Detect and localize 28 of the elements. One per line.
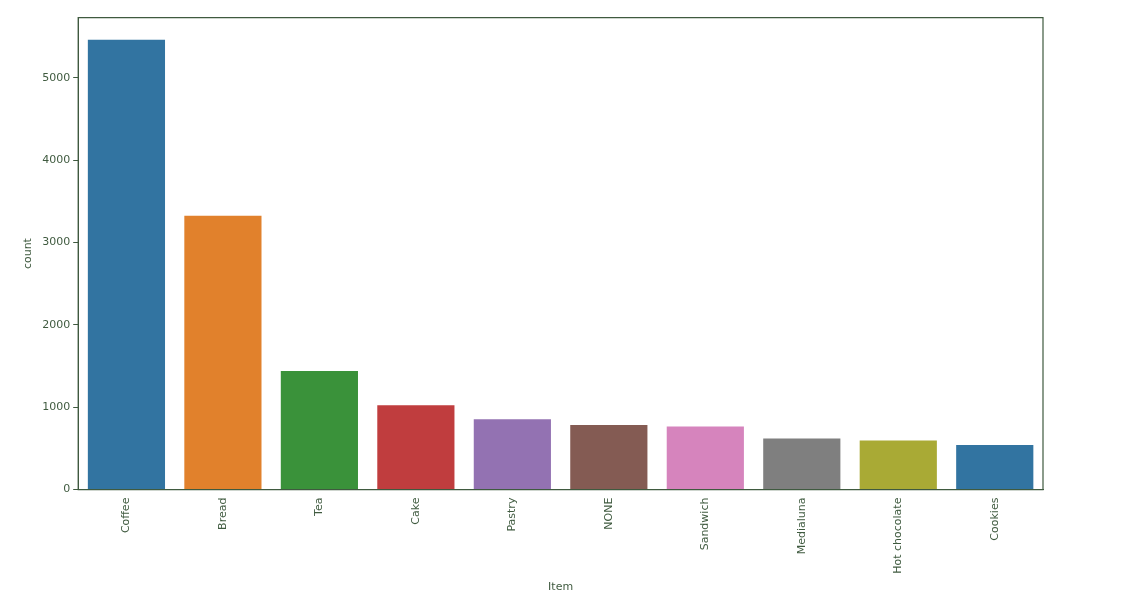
bar bbox=[763, 438, 841, 490]
x-tick-label: Sandwich bbox=[698, 497, 712, 551]
x-tick-label: Hot chocolate bbox=[891, 497, 905, 574]
x-tick-label: Pastry bbox=[505, 497, 519, 532]
bar bbox=[87, 39, 166, 490]
bar bbox=[184, 215, 262, 490]
x-tick-label: NONE bbox=[601, 497, 615, 530]
x-tick-label: Coffee bbox=[119, 497, 133, 534]
bar bbox=[859, 440, 937, 490]
y-tick-label: 5000 bbox=[42, 70, 71, 84]
y-tick-label: 3000 bbox=[42, 235, 71, 249]
bar bbox=[280, 370, 358, 490]
bar bbox=[666, 426, 744, 490]
x-tick-label: Medialuna bbox=[794, 497, 808, 555]
x-tick-label: Cookies bbox=[987, 497, 1001, 541]
bar bbox=[473, 419, 551, 490]
y-axis-title: count bbox=[21, 237, 35, 270]
bar bbox=[570, 424, 648, 490]
y-tick-label: 2000 bbox=[42, 317, 71, 331]
x-axis-title: Item bbox=[548, 580, 574, 594]
bar bbox=[377, 405, 455, 490]
x-tick-label: Tea bbox=[312, 497, 326, 517]
x-tick-label: Bread bbox=[215, 497, 229, 530]
y-tick-label: 0 bbox=[63, 482, 71, 496]
x-tick-label: Cake bbox=[408, 497, 422, 525]
y-tick-label: 4000 bbox=[42, 152, 71, 166]
y-tick-label: 1000 bbox=[42, 400, 71, 414]
bar bbox=[956, 445, 1034, 490]
